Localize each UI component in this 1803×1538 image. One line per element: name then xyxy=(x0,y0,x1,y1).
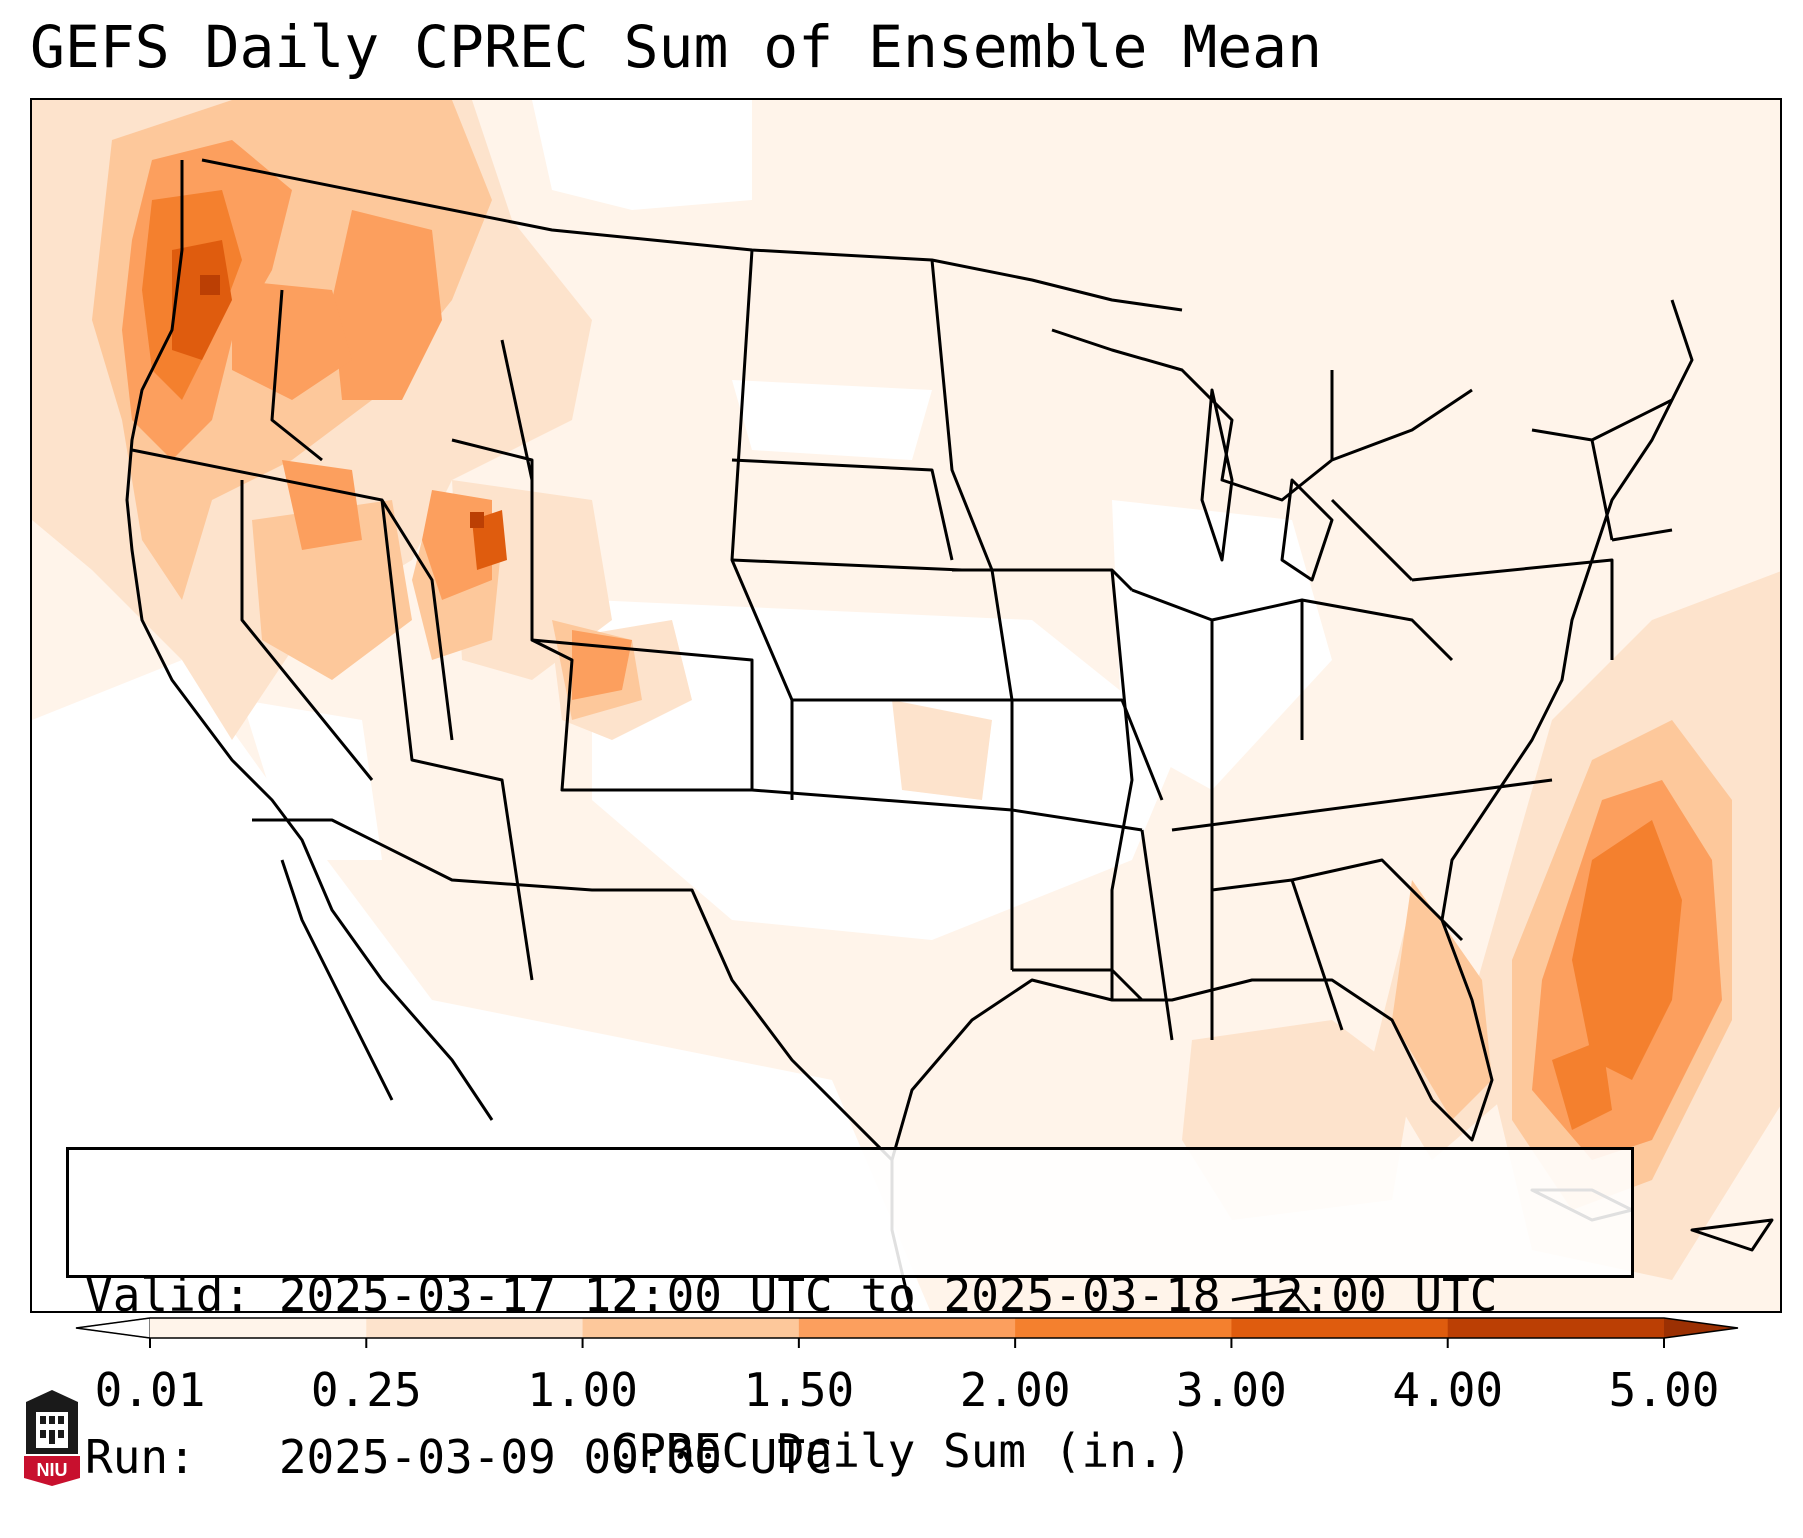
colorbar-tick-label: 3.00 xyxy=(1176,1363,1287,1417)
map-title: GEFS Daily CPREC Sum of Ensemble Mean xyxy=(30,13,1323,81)
valid-time-text: Valid: 2025-03-17 12:00 UTC to 2025-03-1… xyxy=(85,1268,1498,1322)
colorbar-tick-label: 4.00 xyxy=(1392,1363,1504,1417)
brown-shading xyxy=(200,275,484,528)
colorbar-tick-label: 2.00 xyxy=(959,1363,1071,1417)
valid-run-info-box: Valid: 2025-03-17 12:00 UTC to 2025-03-1… xyxy=(66,1147,1634,1484)
run-time-text: Run: 2025-03-09 00:00 UTC xyxy=(85,1430,833,1484)
colorbar-tick-label: 5.00 xyxy=(1608,1363,1720,1417)
niu-logo: NIU xyxy=(24,1390,80,1486)
colorbar-tick-label: 1.50 xyxy=(743,1363,855,1417)
colorbar-tick-label: 1.00 xyxy=(527,1363,638,1417)
colorbar-tick-label: 0.01 xyxy=(94,1363,206,1417)
svg-text:NIU: NIU xyxy=(37,1460,68,1480)
colorbar-label: CPREC Daily Sum (in.) xyxy=(610,1424,1193,1478)
map-panel xyxy=(30,98,1782,1313)
colorbar-tick-label: 0.25 xyxy=(310,1363,422,1417)
colorbar-over-arrow xyxy=(1664,1318,1738,1338)
boundaries xyxy=(125,158,1774,1311)
precipitation-map xyxy=(32,100,1780,1311)
